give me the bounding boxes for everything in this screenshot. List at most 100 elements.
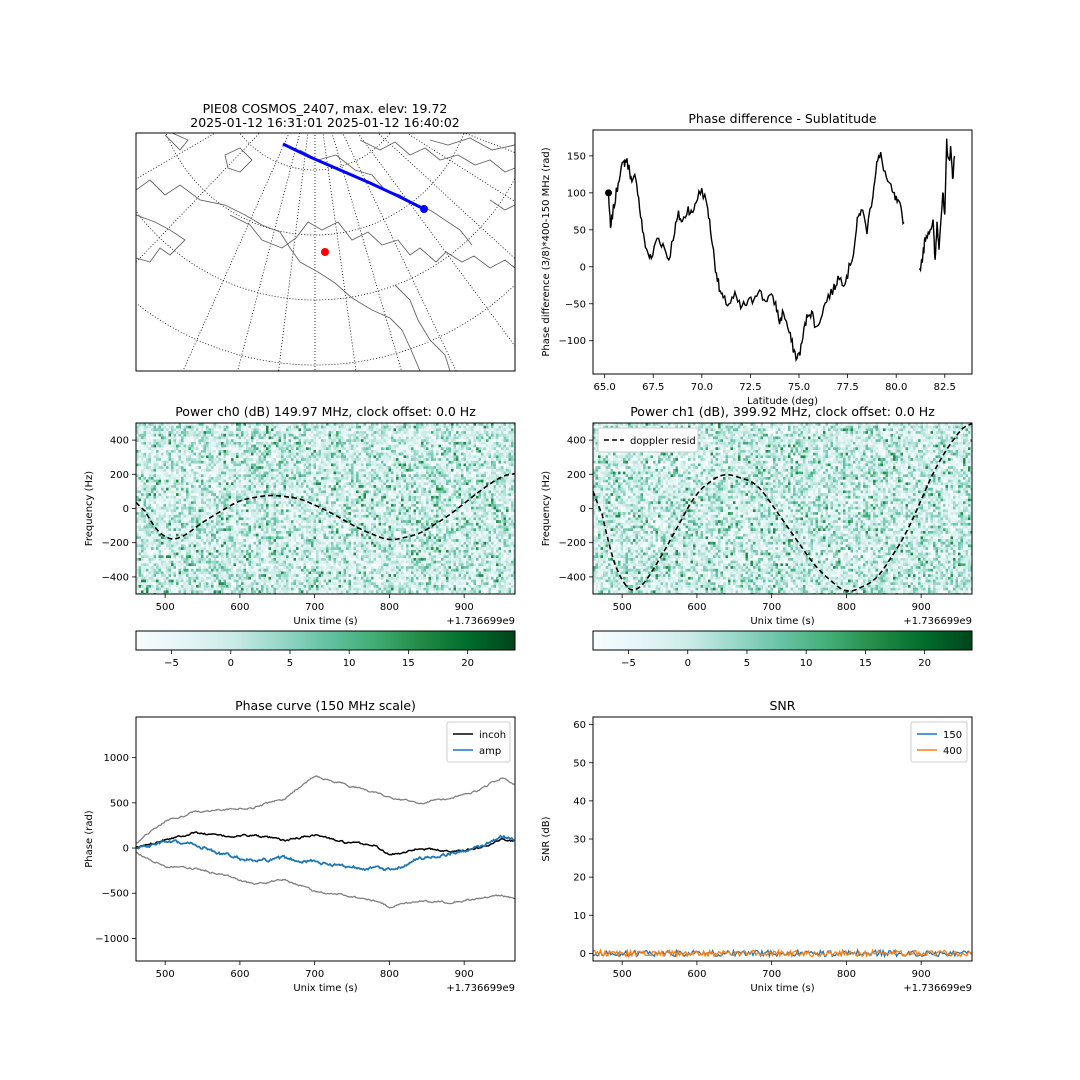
phase-diff-chart: 65.0 67.5 70.0 72.5 75.0 77.5 80.0 82.5 −100 −50 0… — [541, 111, 973, 407]
x-tick-label: 800 — [837, 969, 856, 980]
y-tick-label: −500 — [102, 889, 129, 900]
map-graticule — [136, 133, 515, 371]
map-title-line1: PIE08 COSMOS_2407, max. elev: 19.72 — [203, 101, 448, 116]
x-tick-label: 500 — [613, 969, 632, 980]
satellite-track — [282, 142, 428, 213]
y-axis-label: Frequency (Hz) — [541, 471, 552, 547]
chart-title: Phase difference - Sublatitude — [688, 111, 877, 126]
x-offset-label: +1.736699e9 — [903, 616, 972, 627]
colorbar-tick-label: −5 — [164, 658, 179, 669]
power-ch0-chart: 500 600 700 800 900 −400 −200 0 200 400 Power ch0 … — [84, 404, 516, 627]
y-tick-label: −1000 — [95, 934, 129, 945]
y-tick-label: 100 — [567, 188, 586, 199]
legend-label: incoh — [479, 730, 506, 741]
colorbar-tick-label: 0 — [685, 658, 691, 669]
y-tick-label: 50 — [573, 758, 586, 769]
legend — [910, 721, 968, 763]
y-tick-label: 500 — [110, 798, 129, 809]
legend — [446, 721, 511, 763]
y-tick-label: 400 — [567, 436, 586, 447]
colorbar-tick-label: 10 — [343, 658, 356, 669]
x-tick-label: 700 — [762, 602, 781, 613]
x-tick-label: 77.5 — [836, 382, 858, 393]
x-tick-label: 800 — [380, 969, 399, 980]
phase-curve-line-3 — [136, 851, 515, 909]
colorbar-tick-label: 20 — [918, 658, 931, 669]
x-tick-label: 600 — [687, 969, 706, 980]
phase-curve-chart: 500 600 700 800 900 −1000 −500 0 500 1000 Phase cu… — [84, 698, 516, 994]
y-tick-label: 0 — [580, 504, 586, 515]
x-tick-label: 80.0 — [885, 382, 907, 393]
chart-title: Phase curve (150 MHz scale) — [235, 698, 416, 713]
colorbar-tick-label: 5 — [744, 658, 750, 669]
axes-frame — [592, 716, 973, 962]
x-axis-label: Latitude (deg) — [747, 396, 818, 407]
x-tick-label: 75.0 — [788, 382, 810, 393]
y-tick-label: 20 — [573, 873, 586, 884]
legend — [597, 427, 699, 453]
phase-curve-line-1 — [136, 834, 515, 872]
x-tick-label: 500 — [156, 602, 175, 613]
axes-frame — [592, 129, 973, 375]
y-tick-label: 30 — [573, 835, 586, 846]
x-tick-label: 67.5 — [642, 382, 664, 393]
y-tick-label: −100 — [559, 336, 586, 347]
colorbar-tick-label: 0 — [228, 658, 234, 669]
legend-label: amp — [479, 746, 501, 757]
phase-diff-line-0 — [607, 151, 905, 363]
x-axis-label: Unix time (s) — [293, 983, 357, 994]
chart-title: SNR — [770, 698, 796, 713]
axes-frame — [592, 422, 973, 595]
x-tick-label: 600 — [230, 602, 249, 613]
x-axis-label: Unix time (s) — [750, 616, 814, 627]
y-tick-label: 60 — [573, 720, 586, 731]
colorbar-ch1: −5 0 5 10 15 20 — [592, 630, 973, 669]
y-tick-label: 150 — [567, 151, 586, 162]
colorbar-tick-label: 15 — [859, 658, 872, 669]
y-tick-label: −50 — [565, 299, 586, 310]
x-tick-label: 900 — [455, 969, 474, 980]
y-axis-label: Frequency (Hz) — [84, 471, 95, 547]
colorbar-ch0: −5 0 5 10 15 20 — [135, 630, 516, 669]
chart-title: Power ch0 (dB) 149.97 MHz, clock offset:… — [175, 404, 476, 419]
map-frame — [135, 132, 516, 372]
x-offset-label: +1.736699e9 — [903, 983, 972, 994]
y-tick-label: 0 — [580, 262, 586, 273]
x-tick-label: 500 — [156, 969, 175, 980]
y-tick-label: 0 — [123, 504, 129, 515]
x-tick-label: 700 — [762, 969, 781, 980]
doppler-curve — [593, 423, 972, 592]
phase-diff-start-marker — [605, 189, 613, 197]
y-tick-label: −200 — [102, 538, 129, 549]
axes-frame — [135, 716, 516, 962]
snr-line-1 — [593, 948, 972, 959]
map-title-line2: 2025-01-12 16:31:01 2025-01-12 16:40:02 — [190, 115, 460, 130]
x-tick-label: 800 — [837, 602, 856, 613]
x-tick-label: 900 — [912, 969, 931, 980]
track-end-marker — [420, 205, 428, 213]
doppler-curve — [136, 472, 515, 541]
phase-curve-line-0 — [136, 831, 515, 856]
phase-curve-line-2 — [136, 775, 515, 844]
colorbar-tick-label: 15 — [402, 658, 415, 669]
x-tick-label: 72.5 — [739, 382, 761, 393]
heatmap-cells — [136, 423, 515, 594]
x-tick-label: 800 — [380, 602, 399, 613]
y-tick-label: −400 — [102, 572, 129, 583]
chart-title: Power ch1 (dB), 399.92 MHz, clock offset… — [630, 404, 935, 419]
legend-group: incoh amp — [446, 721, 511, 763]
y-tick-label: 200 — [110, 470, 129, 481]
y-tick-label: 40 — [573, 796, 586, 807]
colorbar-tick-label: 20 — [461, 658, 474, 669]
x-tick-label: 600 — [230, 969, 249, 980]
axes-frame — [135, 422, 516, 595]
x-axis-label: Unix time (s) — [293, 616, 357, 627]
x-tick-label: 900 — [455, 602, 474, 613]
legend-group: doppler resid — [597, 427, 699, 453]
x-tick-label: 82.5 — [934, 382, 956, 393]
y-axis-label: Phase difference (3/8)*400-150 MHz (rad) — [541, 147, 552, 356]
map-panel: PIE08 COSMOS_2407, max. elev: 19.72 2025… — [135, 101, 516, 372]
x-tick-label: 700 — [305, 969, 324, 980]
y-tick-label: 1000 — [104, 753, 129, 764]
